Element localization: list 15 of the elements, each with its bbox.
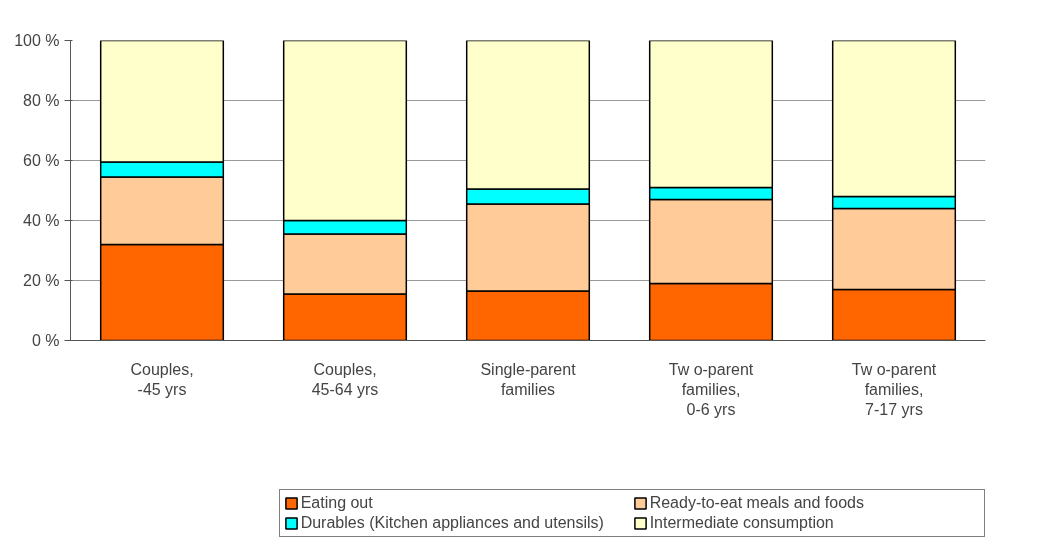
legend-label: Durables (Kitchen appliances and utensils) xyxy=(300,513,605,532)
x-tick-label: Single-parent families xyxy=(480,360,577,398)
x-tick-label: Tw o-parent families, 7-17 yrs xyxy=(851,360,937,419)
y-tick-label: 40 % xyxy=(23,212,60,229)
legend-label: Eating out xyxy=(300,493,374,512)
x-tick-label: Couples, -45 yrs xyxy=(130,360,194,398)
legend-label: Ready-to-eat meals and foods xyxy=(649,493,865,512)
y-tick-label: 80 % xyxy=(23,92,60,109)
x-tick-label: Couples, 45-64 yrs xyxy=(311,360,379,398)
y-tick-label: 0 % xyxy=(31,332,60,349)
y-tick-label: 20 % xyxy=(23,272,60,289)
y-tick-label: 100 % xyxy=(14,32,60,49)
legend-label: Intermediate consumption xyxy=(649,513,835,532)
y-tick-label: 60 % xyxy=(23,152,60,169)
x-tick-label: Tw o-parent families, 0-6 yrs xyxy=(668,360,754,419)
